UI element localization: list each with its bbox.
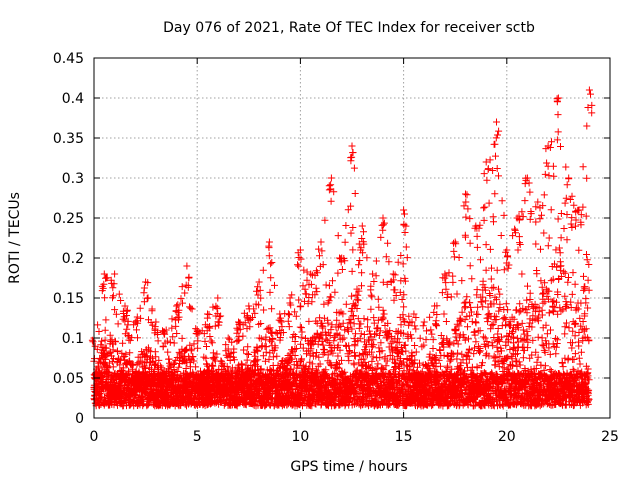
y-tick-label: 0.05 (53, 371, 84, 387)
x-tick-label: 0 (90, 429, 99, 445)
plot-frame (93, 57, 611, 419)
x-tick-label: 25 (601, 429, 619, 445)
x-tick-label: 5 (193, 429, 202, 445)
y-tick-label: 0.1 (62, 331, 84, 347)
y-tick-label: 0.35 (53, 131, 84, 147)
axis-ticks (93, 57, 611, 419)
roti-series (88, 86, 596, 410)
y-tick-label: 0.25 (53, 211, 84, 227)
x-tick-label: 15 (395, 429, 413, 445)
y-tick-label: 0 (75, 411, 84, 427)
y-tick-label: 0.15 (53, 291, 84, 307)
y-tick-label: 0.45 (53, 51, 84, 67)
x-axis-label: GPS time / hours (290, 459, 407, 475)
y-tick-labels: 0 0.05 0.1 0.15 0.2 0.25 0.3 0.35 0.4 0.45 (53, 51, 84, 427)
chart-title: Day 076 of 2021, Rate Of TEC Index for r… (163, 20, 535, 36)
x-tick-label: 10 (291, 429, 309, 445)
x-tick-label: 20 (498, 429, 516, 445)
y-axis-label: ROTI / TECUs (7, 192, 23, 284)
x-tick-labels: 0 5 10 15 20 25 (90, 429, 619, 445)
data-points (88, 86, 596, 410)
y-tick-label: 0.4 (62, 91, 84, 107)
y-tick-label: 0.3 (62, 171, 84, 187)
y-tick-label: 0.2 (62, 251, 84, 267)
